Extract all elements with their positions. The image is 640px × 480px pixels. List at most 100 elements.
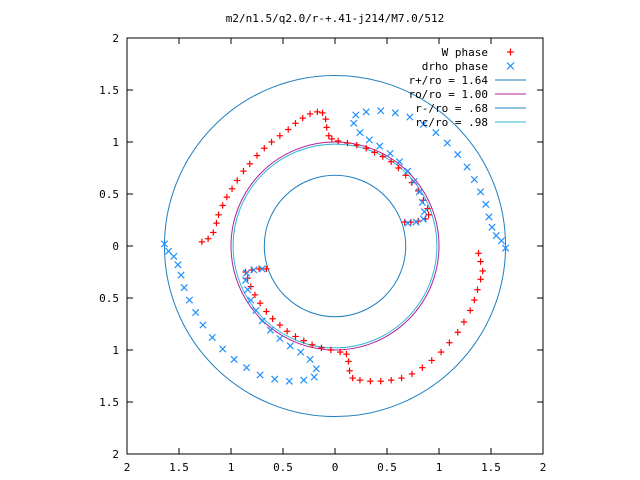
- w-phase-point: [367, 378, 374, 385]
- y-tick-label: 2: [112, 32, 119, 45]
- drho-phase-point: [404, 219, 412, 227]
- circle-rc-ro-98: [232, 143, 438, 349]
- data-points: [160, 107, 510, 385]
- w-phase-point: [346, 367, 353, 374]
- w-phase-point: [477, 276, 484, 283]
- x-tick-label: 0.5: [377, 461, 397, 474]
- w-phase-point: [343, 350, 350, 358]
- axis-ticks: 2 1.5 1 0.5 0 0.5 1 1.5 221.510.500.511.52: [99, 32, 546, 474]
- drho-phase-point: [476, 188, 485, 196]
- w-phase-point: [255, 265, 263, 273]
- w-phase-point: [306, 110, 314, 118]
- w-phase-point: [253, 152, 261, 159]
- w-phase-point: [419, 364, 426, 371]
- drho-phase-point: [488, 223, 496, 231]
- w-phase-point: [446, 339, 453, 346]
- w-phase-point: [228, 185, 236, 192]
- x-tick-label: 1.5: [169, 461, 189, 474]
- w-phase-point: [299, 114, 306, 122]
- w-phase-point: [268, 138, 275, 146]
- drho-phase-point: [242, 269, 251, 277]
- drho-phase-point: [177, 271, 185, 279]
- w-phase-point: [363, 145, 370, 152]
- drho-phase-point: [170, 252, 178, 261]
- drho-phase-point: [376, 142, 384, 150]
- x-tick-label: 1: [436, 461, 443, 474]
- w-phase-point: [283, 328, 291, 335]
- w-phase-point: [261, 145, 268, 152]
- reference-circles: [163, 74, 507, 418]
- drho-phase-point: [241, 276, 250, 284]
- w-phase-point: [387, 158, 395, 165]
- w-phase-point: [437, 348, 445, 356]
- drho-phase-point: [485, 213, 493, 221]
- drho-phase-point: [266, 326, 275, 334]
- drho-phase-point: [391, 109, 399, 117]
- legend-label-r-ro-1-64: r+/ro = 1.64: [409, 74, 489, 87]
- w-phase-point: [292, 120, 299, 127]
- w-phase-point: [240, 167, 247, 175]
- drho-phase-point: [160, 240, 169, 248]
- w-phase-point: [353, 141, 361, 149]
- w-phase-point: [263, 265, 270, 273]
- drho-phase-point: [244, 286, 252, 294]
- drho-phase-point: [230, 355, 238, 363]
- drho-phase-point: [174, 261, 182, 269]
- drho-phase-point: [410, 177, 418, 186]
- legend-sample-drho-phase: [506, 62, 515, 70]
- w-phase-point: [334, 137, 342, 145]
- w-phase-point: [425, 211, 432, 218]
- drho-phase-point: [443, 139, 451, 147]
- w-phase-point: [219, 202, 226, 209]
- drho-phase-point: [406, 113, 414, 121]
- drho-phase-point: [377, 107, 385, 115]
- drho-phase-point: [419, 120, 428, 128]
- w-phase-point: [322, 115, 329, 123]
- drho-phase-point: [180, 283, 188, 292]
- legend-label-drho-phase: drho phase: [422, 60, 488, 73]
- drho-phase-point: [286, 342, 294, 350]
- circle-ro-ro-1-00: [230, 141, 440, 351]
- drho-phase-point: [418, 198, 426, 206]
- w-phase-point: [285, 126, 292, 133]
- drho-phase-point: [501, 244, 510, 252]
- drho-phase-point: [297, 348, 305, 356]
- w-phase-point: [328, 135, 336, 143]
- y-tick-label: 1.5: [99, 396, 119, 409]
- w-phase-point: [356, 376, 364, 384]
- w-phase-point: [454, 329, 461, 336]
- w-phase-point: [371, 149, 378, 156]
- w-phase-point: [215, 211, 222, 218]
- drho-phase-point: [350, 119, 358, 127]
- legend-label-ro-ro-1-00: ro/ro = 1.00: [409, 88, 488, 101]
- w-phase-point: [471, 296, 478, 304]
- circle-r-ro-68: [263, 174, 407, 318]
- w-phase-point: [234, 177, 241, 184]
- drho-phase-point: [300, 376, 308, 384]
- drho-phase-point: [276, 334, 284, 343]
- drho-phase-point: [492, 231, 500, 240]
- drho-phase-point: [199, 321, 207, 329]
- w-phase-point: [263, 308, 270, 315]
- w-phase-point: [408, 370, 416, 378]
- w-phase-point: [460, 318, 468, 326]
- w-phase-point: [337, 348, 344, 356]
- y-tick-label: 1: [112, 136, 119, 149]
- drho-phase-point: [242, 364, 251, 372]
- w-phase-point: [256, 300, 264, 307]
- w-phase-point: [300, 337, 307, 344]
- w-phase-point: [198, 238, 206, 246]
- w-phase-point: [308, 341, 316, 348]
- legend-sample-w-phase: [507, 48, 514, 56]
- drho-phase-point: [258, 265, 266, 273]
- drho-phase-point: [404, 167, 412, 175]
- x-tick-label: 0: [332, 461, 339, 474]
- drho-phase-point: [312, 365, 320, 373]
- w-phase-point: [318, 344, 325, 352]
- w-phase-point: [292, 333, 299, 340]
- x-tick-label: 2: [540, 461, 547, 474]
- w-phase-point: [327, 346, 335, 354]
- drho-phase-point: [419, 215, 428, 223]
- w-phase-point: [398, 374, 405, 382]
